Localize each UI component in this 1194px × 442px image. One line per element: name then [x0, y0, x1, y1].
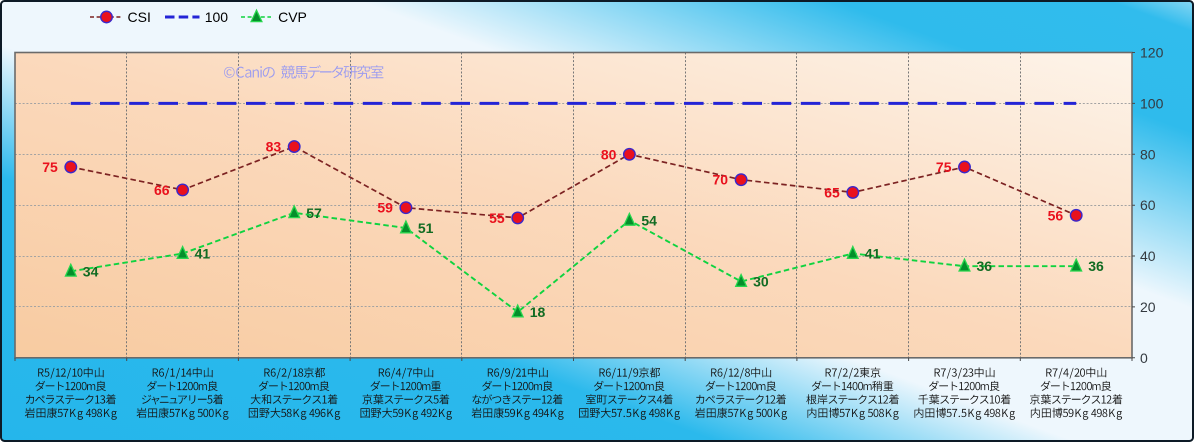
svg-text:70: 70 [713, 172, 729, 188]
svg-text:83: 83 [266, 139, 282, 155]
svg-text:57: 57 [306, 205, 322, 221]
svg-text:80: 80 [1140, 146, 1156, 162]
svg-text:51: 51 [418, 220, 434, 236]
svg-text:55: 55 [489, 210, 505, 226]
svg-text:40: 40 [1140, 248, 1156, 264]
svg-text:41: 41 [865, 246, 881, 262]
svg-text:59: 59 [377, 200, 393, 216]
svg-text:30: 30 [753, 274, 769, 290]
svg-text:120: 120 [1140, 45, 1164, 61]
svg-text:66: 66 [154, 182, 170, 198]
svg-text:20: 20 [1140, 299, 1156, 315]
svg-text:80: 80 [601, 146, 617, 162]
svg-text:75: 75 [936, 159, 952, 175]
svg-text:100: 100 [1140, 95, 1164, 111]
svg-text:34: 34 [83, 263, 99, 279]
svg-text:CSI: CSI [128, 9, 151, 25]
svg-text:100: 100 [205, 9, 229, 25]
svg-text:36: 36 [1088, 258, 1104, 274]
svg-text:18: 18 [530, 304, 546, 320]
svg-text:36: 36 [977, 258, 993, 274]
svg-text:41: 41 [195, 246, 211, 262]
svg-text:65: 65 [824, 184, 840, 200]
svg-text:75: 75 [42, 159, 58, 175]
svg-text:60: 60 [1140, 197, 1156, 213]
svg-text:CVP: CVP [278, 9, 307, 25]
svg-text:0: 0 [1140, 350, 1148, 366]
svg-text:56: 56 [1048, 207, 1064, 223]
svg-text:54: 54 [641, 212, 657, 228]
